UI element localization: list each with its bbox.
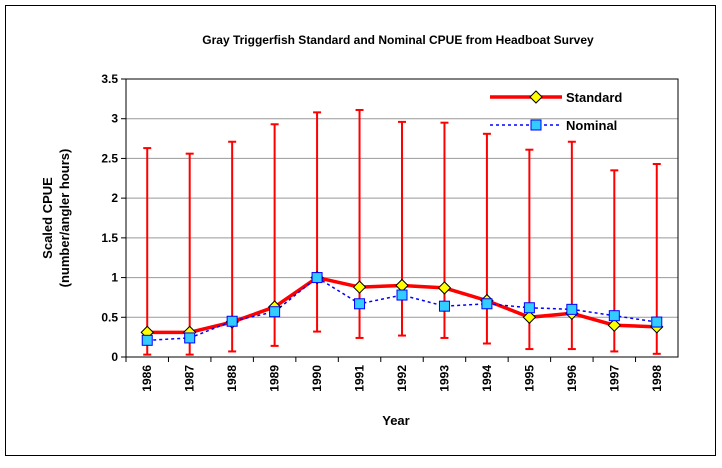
marker bbox=[607, 318, 622, 332]
marker bbox=[522, 310, 537, 324]
y-tick-label: 0.5 bbox=[101, 310, 118, 324]
x-tick-label: 1990 bbox=[310, 365, 324, 392]
marker bbox=[184, 332, 196, 344]
error-bar bbox=[313, 111, 322, 333]
marker bbox=[481, 298, 493, 310]
y-axis-label-line: (number/angler hours) bbox=[57, 149, 72, 288]
y-tick-label: 0 bbox=[111, 350, 118, 364]
marker bbox=[523, 302, 535, 314]
x-tick-label: 1992 bbox=[395, 365, 409, 392]
marker bbox=[311, 272, 323, 284]
error-bar bbox=[185, 152, 194, 356]
legend-label: Standard bbox=[566, 90, 622, 105]
marker bbox=[438, 300, 450, 312]
y-tick-label: 1.5 bbox=[101, 231, 118, 245]
x-tick-label: 1993 bbox=[437, 365, 451, 392]
x-tick-label: 1998 bbox=[650, 365, 664, 392]
x-tick-label: 1997 bbox=[607, 365, 621, 392]
x-tick-label: 1991 bbox=[353, 365, 367, 392]
y-axis-label-line: Scaled CPUE bbox=[40, 177, 55, 259]
legend-marker bbox=[530, 119, 542, 131]
marker bbox=[608, 310, 620, 322]
x-tick-label: 1988 bbox=[225, 365, 239, 392]
y-tick-label: 3.5 bbox=[101, 72, 118, 86]
error-bar bbox=[143, 147, 152, 356]
x-tick-label: 1986 bbox=[140, 365, 154, 392]
x-tick-label: 1994 bbox=[480, 365, 494, 392]
marker bbox=[141, 334, 153, 346]
x-axis-label: Year bbox=[382, 413, 409, 428]
marker bbox=[354, 298, 366, 310]
marker bbox=[269, 306, 281, 318]
marker bbox=[566, 303, 578, 315]
marker bbox=[437, 281, 452, 295]
legend-label: Nominal bbox=[566, 118, 617, 133]
marker bbox=[396, 289, 408, 301]
x-tick-label: 1987 bbox=[183, 365, 197, 392]
x-tick-label: 1989 bbox=[268, 365, 282, 392]
y-tick-label: 3 bbox=[111, 112, 118, 126]
x-tick-label: 1995 bbox=[522, 365, 536, 392]
marker bbox=[651, 316, 663, 328]
y-axis-label: Scaled CPUE (number/angler hours) bbox=[40, 149, 72, 288]
legend-marker bbox=[529, 90, 543, 104]
x-tick-label: 1996 bbox=[565, 365, 579, 392]
chart-title: Gray Triggerfish Standard and Nominal CP… bbox=[202, 33, 594, 47]
marker bbox=[352, 280, 367, 294]
y-tick-label: 1 bbox=[111, 271, 118, 285]
y-tick-label: 2 bbox=[111, 191, 118, 205]
marker bbox=[226, 315, 238, 327]
plot-area bbox=[125, 78, 679, 358]
y-tick-label: 2.5 bbox=[101, 151, 118, 165]
